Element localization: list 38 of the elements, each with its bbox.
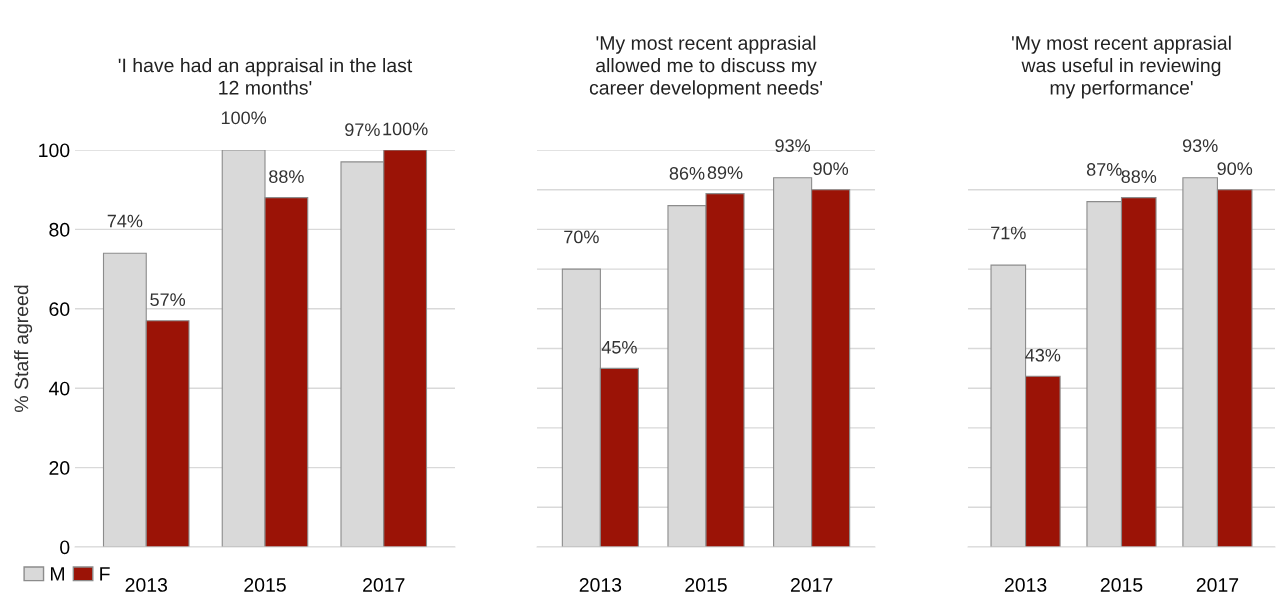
x-tick-label: 2015 (685, 578, 727, 592)
data-label: 87% (1086, 163, 1122, 176)
legend-label: F (100, 567, 110, 581)
x-tick-label: 2013 (579, 578, 622, 592)
data-label: 100% (383, 122, 428, 136)
data-label: 45% (601, 340, 637, 354)
data-label: 86% (669, 167, 705, 180)
data-label: 97% (345, 123, 380, 137)
chart-title: 'My most recent apprasial allowed me to discuss my career development needs' (589, 35, 823, 99)
data-label: 71% (991, 226, 1026, 240)
data-label: 93% (775, 139, 811, 152)
legend-label: M (50, 567, 64, 581)
y-tick-label: 80 (49, 222, 70, 237)
y-tick-label: 20 (49, 461, 70, 475)
chart-title: 'My most recent apprasial was useful in reviewing my performance' (1012, 35, 1231, 99)
x-tick-label: 2013 (1004, 578, 1047, 592)
data-label: 100% (221, 111, 267, 125)
x-tick-label: 2017 (1196, 578, 1239, 592)
x-tick-label: 2015 (1100, 578, 1143, 592)
chart-title: 'I have had an appraisal in the last 12 months' (118, 58, 413, 95)
data-label: 90% (813, 162, 849, 176)
x-tick-label: 2015 (244, 578, 286, 592)
y-tick-label: 100 (39, 143, 70, 158)
x-tick-label: 2013 (125, 578, 168, 592)
data-label: 90% (1217, 162, 1253, 176)
x-tick-label: 2017 (363, 578, 405, 592)
data-label: 70% (564, 230, 599, 244)
y-tick-label: 40 (48, 381, 70, 396)
data-label: 93% (1182, 139, 1218, 152)
data-label: 57% (150, 293, 186, 307)
x-tick-label: 2017 (790, 578, 833, 592)
data-label: 89% (707, 166, 743, 179)
y-tick-label: 60 (49, 302, 70, 317)
y-axis-title: % Staff agreed (14, 285, 33, 412)
data-label: 88% (1121, 170, 1157, 183)
y-tick-label: 0 (60, 540, 70, 555)
data-label: 74% (107, 214, 143, 228)
data-label: 88% (269, 170, 304, 183)
